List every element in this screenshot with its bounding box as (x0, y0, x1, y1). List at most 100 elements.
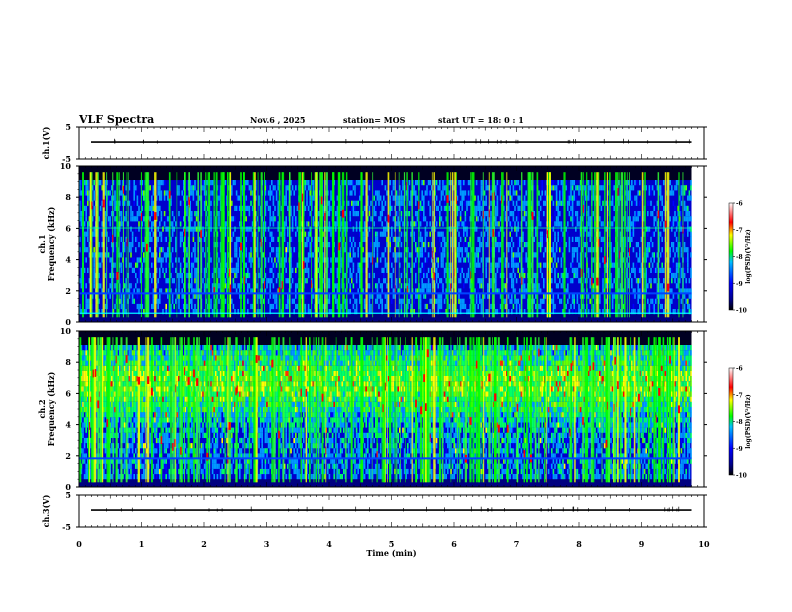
spectrum-cell (80, 350, 83, 356)
spectrum-cell (423, 195, 425, 201)
spectrum-cell (90, 396, 92, 402)
spectrum-cell (87, 376, 89, 382)
spectrum-cell (141, 303, 143, 310)
spectrum-cell (578, 303, 580, 310)
spectrum-cell (475, 180, 478, 186)
spectrum-cell (458, 298, 460, 304)
spectrum-cell (423, 267, 425, 273)
spectrum-cell (623, 236, 625, 242)
spectrum-cell (648, 247, 651, 253)
spectrum-cell (466, 211, 468, 217)
spectrum-cell (328, 278, 331, 284)
spectrum-cell (375, 283, 377, 289)
spectrum-cell (80, 278, 83, 284)
spectrum-cell (194, 309, 196, 315)
spectrum-cell (335, 278, 337, 284)
spectrum-cell (352, 247, 355, 253)
sferic-streak (488, 172, 490, 318)
spectrum-cell (464, 190, 467, 196)
spectrum-cell (194, 180, 196, 186)
spectrum-cell (141, 298, 143, 304)
spectrum-cell (392, 185, 395, 191)
spectrum-cell (293, 298, 295, 304)
spectrum-cell (87, 180, 89, 186)
sferic-streak (360, 172, 363, 318)
spectrum-cell (552, 303, 555, 310)
spectrum-cell (432, 262, 435, 268)
spectrum-cell (517, 242, 519, 248)
spectrum-cell (511, 283, 513, 289)
spectrum-cell (186, 272, 188, 279)
spectrum-cell (514, 288, 516, 294)
spectrum-cell (373, 211, 375, 217)
spectrum-cell (235, 267, 238, 273)
spectrum-cell (632, 262, 635, 268)
spectrum-cell (160, 247, 163, 253)
spectrum-cell (584, 226, 587, 232)
spectrum-cell (131, 242, 134, 248)
spectrum-cell (263, 231, 265, 237)
spectrum-cell (80, 468, 83, 475)
spectrum-cell (435, 298, 438, 304)
spectrum-cell (231, 257, 233, 263)
spectrum-cell (383, 267, 385, 273)
spectrum-cell (576, 257, 579, 263)
spectrum-cell (610, 288, 612, 294)
spectrum-cell (659, 211, 662, 217)
spectrum-cell (459, 309, 462, 315)
spectrum-cell (397, 200, 399, 206)
spectrum-cell (440, 242, 443, 248)
spectrum-cell (539, 267, 542, 273)
spectrum-cell (442, 231, 444, 237)
spectrum-cell (309, 252, 311, 258)
spectrum-cell (256, 283, 259, 289)
spectrum-cell (440, 205, 443, 211)
spectrum-cell (178, 272, 180, 279)
sferic-peak (303, 261, 305, 269)
spectrum-cell (661, 293, 663, 299)
spectrum-cell (127, 200, 129, 206)
spectrum-cell (584, 278, 587, 284)
spectrum-cell (80, 221, 83, 227)
sferic-peak (338, 242, 341, 251)
spectrum-cell (328, 231, 331, 237)
spectrum-cell (275, 195, 278, 201)
spectrum-cell (109, 221, 111, 227)
sferic-peak (521, 276, 523, 285)
spectrum-cell (90, 360, 92, 366)
sferic-peak (501, 195, 502, 204)
spectrum-cell (672, 262, 675, 268)
spectrum-cell (82, 432, 84, 438)
spectrum-cell (283, 309, 286, 315)
sferic-streak (176, 172, 178, 318)
spectrum-cell (293, 211, 295, 217)
spectrum-cell (522, 272, 524, 279)
sferic-peak (264, 281, 265, 289)
spectrum-cell (575, 236, 577, 242)
spectrum-cell (99, 252, 102, 258)
spectrum-cell (349, 247, 351, 253)
spectrum-cell (237, 242, 239, 248)
spectrum-cell (559, 221, 561, 227)
spectrum-cell (247, 205, 249, 211)
spectrum-cell (685, 278, 687, 284)
spectrum-cell (619, 288, 622, 294)
spectrum-cell (459, 278, 462, 284)
spectrum-cell (171, 247, 174, 253)
spectrum-cell (483, 231, 486, 237)
spectrum-cell (133, 180, 135, 186)
spectrum-cell (202, 185, 204, 191)
spectrum-cell (592, 190, 595, 196)
spectrum-cell (663, 180, 665, 186)
spectrum-cell (306, 195, 308, 201)
spectrum-cell (424, 257, 427, 263)
spectrum-cell (480, 200, 483, 206)
spectrum-cell (274, 293, 276, 299)
spectrum-cell (285, 180, 287, 186)
spectrum-cell (167, 226, 169, 232)
spectrum-cell (80, 355, 83, 361)
spectrum-cell (339, 236, 342, 242)
spectrum-cell (152, 211, 155, 217)
spectrum-cell (511, 211, 513, 217)
spectrum-cell (80, 412, 83, 418)
